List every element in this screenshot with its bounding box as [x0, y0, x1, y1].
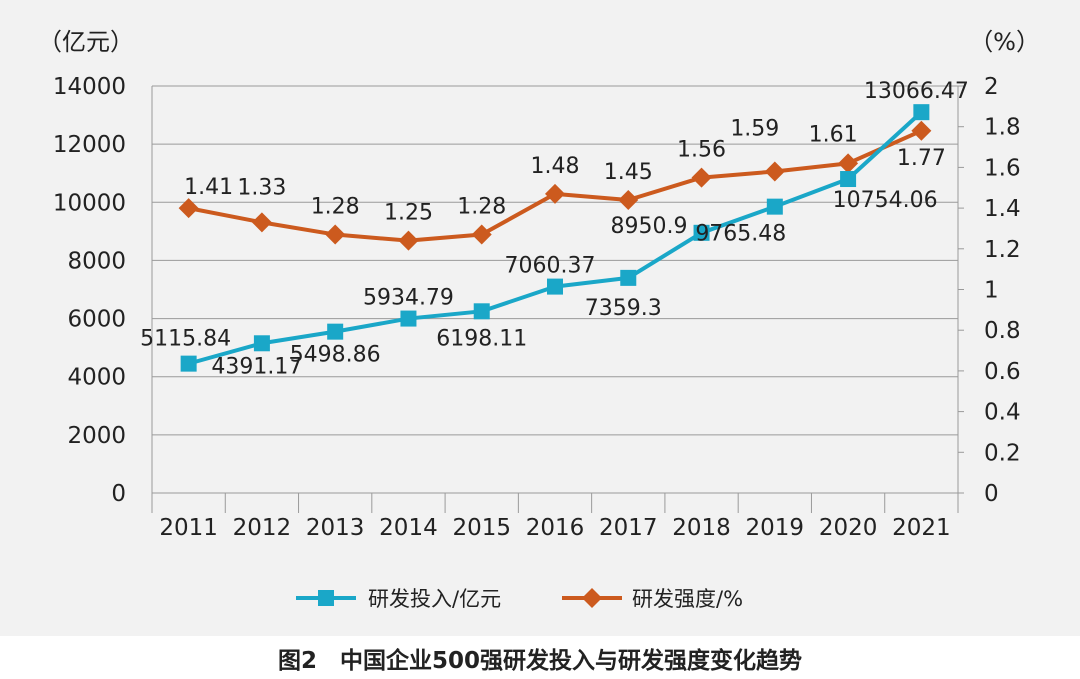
investment-marker	[400, 310, 417, 327]
left-tick-label: 2000	[67, 423, 126, 449]
intensity-data-label: 1.56	[677, 138, 726, 163]
right-tick-label: 2	[984, 74, 999, 100]
intensity-data-label: 1.61	[809, 122, 858, 147]
right-tick-label: 0.2	[984, 440, 1021, 466]
x-tick-label: 2013	[306, 515, 365, 541]
investment-data-label: 10754.06	[833, 188, 938, 213]
investment-marker	[766, 198, 783, 215]
intensity-marker	[618, 189, 639, 210]
investment-marker	[473, 303, 490, 320]
legend-marker-intensity	[582, 588, 602, 608]
intensity-marker	[691, 167, 712, 188]
left-tick-label: 14000	[53, 74, 126, 100]
right-tick-label: 0.6	[984, 359, 1021, 385]
intensity-data-label: 1.77	[897, 146, 946, 171]
intensity-marker	[911, 120, 932, 141]
right-tick-label: 1.4	[984, 196, 1021, 222]
left-tick-label: 4000	[67, 365, 126, 391]
investment-marker	[327, 323, 344, 340]
axes: 0 2000 4000 6000 8000 10000 12000 14000 0 0.2 0.4 0…	[38, 28, 1040, 541]
legend-marker-investment	[318, 590, 334, 606]
intensity-marker	[838, 153, 859, 174]
right-tick-label: 1.2	[984, 237, 1021, 263]
investment-data-label: 13066.47	[864, 79, 969, 104]
x-tick-label: 2018	[672, 515, 731, 541]
investment-data-label: 6198.11	[436, 326, 527, 351]
investment-data-label: 4391.17	[211, 354, 302, 379]
intensity-marker	[398, 230, 419, 251]
intensity-marker	[325, 224, 346, 245]
legend: 研发投入/亿元 研发强度/%	[296, 587, 743, 611]
investment-marker	[180, 355, 197, 372]
chart-area: 0 2000 4000 6000 8000 10000 12000 14000 0 0.2 0.4 0…	[0, 0, 1080, 636]
investment-marker	[840, 171, 857, 188]
x-tick-label: 2014	[379, 515, 438, 541]
investment-data-label: 8950.9	[611, 214, 688, 239]
intensity-marker	[471, 224, 492, 245]
intensity-data-label: 1.48	[531, 154, 580, 179]
intensity-data-label: 1.41	[184, 175, 233, 200]
figure-caption: 图2 中国企业500强研发投入与研发强度变化趋势	[277, 647, 802, 674]
right-tick-label: 0.4	[984, 400, 1021, 426]
right-tick-label: 0.8	[984, 318, 1021, 344]
intensity-data-label: 1.28	[457, 195, 506, 220]
x-tick-label: 2020	[819, 515, 878, 541]
investment-marker	[620, 269, 637, 286]
investment-data-label: 5115.84	[140, 327, 231, 352]
left-tick-label: 0	[111, 481, 126, 507]
left-tick-label: 10000	[53, 190, 126, 216]
investment-data-label: 5934.79	[363, 286, 454, 311]
investment-marker	[693, 224, 710, 241]
x-tick-label: 2015	[452, 515, 511, 541]
investment-marker	[253, 335, 270, 352]
left-tick-label: 12000	[53, 132, 126, 158]
right-tick-label: 0	[984, 481, 999, 507]
intensity-data-label: 1.33	[237, 175, 286, 200]
investment-data-label: 9765.48	[695, 222, 786, 247]
intensity-marker	[764, 161, 785, 182]
intensity-data-label: 1.59	[730, 116, 779, 141]
right-tick-label: 1	[984, 278, 999, 304]
x-tick-label: 2019	[746, 515, 805, 541]
series-layer	[178, 104, 932, 372]
intensity-marker	[178, 198, 199, 219]
investment-data-label: 7359.3	[585, 296, 662, 321]
investment-marker	[547, 278, 563, 295]
legend-label-intensity: 研发强度/%	[632, 587, 743, 611]
left-tick-label: 6000	[67, 307, 126, 333]
intensity-marker	[251, 212, 272, 233]
x-tick-label: 2012	[233, 515, 292, 541]
intensity-data-label: 1.28	[311, 195, 360, 220]
intensity-data-label: 1.45	[604, 160, 653, 185]
investment-marker	[913, 104, 930, 121]
legend-label-investment: 研发投入/亿元	[368, 587, 501, 611]
x-tick-label: 2011	[159, 515, 218, 541]
x-tick-label: 2021	[892, 515, 951, 541]
left-tick-label: 8000	[67, 248, 126, 274]
right-axis-unit: （%）	[969, 28, 1040, 56]
investment-data-label: 5498.86	[290, 343, 381, 368]
x-tick-label: 2016	[526, 515, 585, 541]
x-tick-label: 2017	[599, 515, 658, 541]
series-line-investment	[188, 110, 923, 366]
chart-svg: 0 2000 4000 6000 8000 10000 12000 14000 0 0.2 0.4 0…	[38, 28, 1040, 611]
investment-data-label: 7060.37	[505, 254, 596, 279]
right-tick-label: 1.8	[984, 115, 1021, 141]
intensity-data-label: 1.25	[384, 201, 433, 226]
intensity-marker	[545, 183, 565, 204]
left-axis-unit: （亿元）	[38, 28, 134, 56]
right-tick-label: 1.6	[984, 155, 1021, 181]
